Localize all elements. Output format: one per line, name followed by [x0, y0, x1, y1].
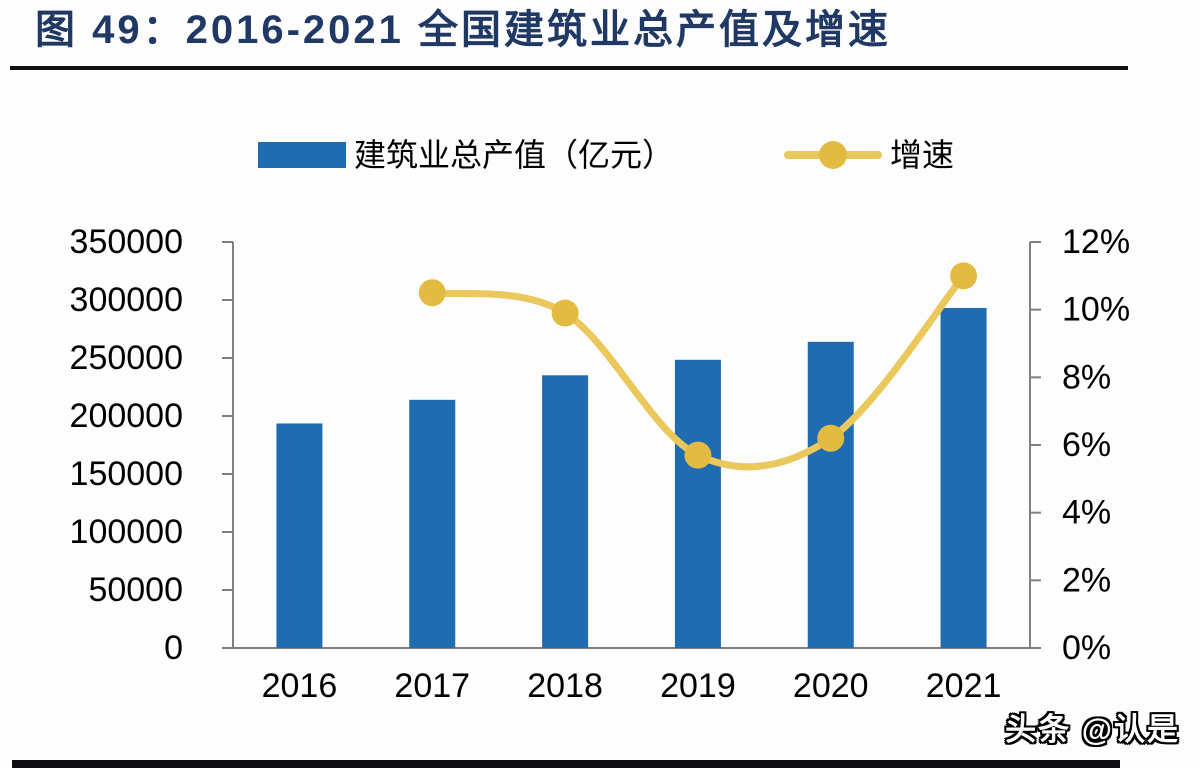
left-axis-tick-label: 200000: [70, 397, 183, 435]
watermark: 头条 @认是: [1005, 712, 1180, 747]
bar-2019: [674, 359, 721, 648]
left-axis-tick-label: 50000: [88, 571, 183, 609]
line-swatch-icon: [784, 141, 882, 169]
legend-item-output-value: 建筑业总产值（亿元）: [258, 138, 674, 172]
right-axis-tick-label: 8%: [1062, 358, 1111, 396]
figure-title: 图 49：2016-2021 全国建筑业总产值及增速: [35, 8, 892, 52]
marker-2020: [817, 424, 845, 452]
left-axis-tick-label: 250000: [70, 339, 183, 377]
left-axis-tick-label: 100000: [70, 513, 183, 551]
bar-2021: [940, 308, 987, 648]
x-axis-category-label: 2019: [660, 667, 736, 705]
right-axis-tick-label: 10%: [1062, 291, 1130, 329]
bar-swatch-icon: [258, 142, 346, 168]
line-marker-icon: [819, 141, 847, 169]
x-axis-category-label: 2018: [527, 667, 603, 705]
bar-2017: [409, 399, 456, 648]
right-axis-tick-label: 2%: [1062, 561, 1111, 599]
right-axis-tick-label: 4%: [1062, 494, 1111, 532]
x-axis-category-label: 2017: [394, 667, 470, 705]
legend-label-output-value: 建筑业总产值（亿元）: [354, 137, 675, 173]
x-axis-category-label: 2016: [262, 667, 338, 705]
left-axis-tick-label: 0: [164, 629, 183, 667]
bottom-bar: [12, 760, 1120, 768]
left-axis-tick-label: 150000: [70, 455, 183, 493]
left-axis-tick-label: 350000: [70, 223, 183, 261]
right-axis-tick-label: 0%: [1062, 629, 1111, 667]
legend-label-growth-rate: 增速: [890, 137, 955, 173]
bar-2018: [542, 375, 589, 648]
marker-2018: [551, 299, 579, 327]
x-axis-category-label: 2021: [926, 667, 1002, 705]
right-axis-tick-label: 6%: [1062, 426, 1111, 464]
marker-2017: [418, 279, 446, 307]
marker-2019: [684, 441, 712, 469]
legend-item-growth-rate: 增速: [784, 138, 954, 172]
x-axis-category-label: 2020: [793, 667, 869, 705]
right-axis-tick-label: 12%: [1062, 223, 1130, 261]
marker-2021: [950, 262, 978, 290]
title-divider: [10, 66, 1128, 70]
bar-2016: [276, 423, 323, 648]
left-axis-tick-label: 300000: [70, 281, 183, 319]
bar-2020: [807, 341, 854, 648]
